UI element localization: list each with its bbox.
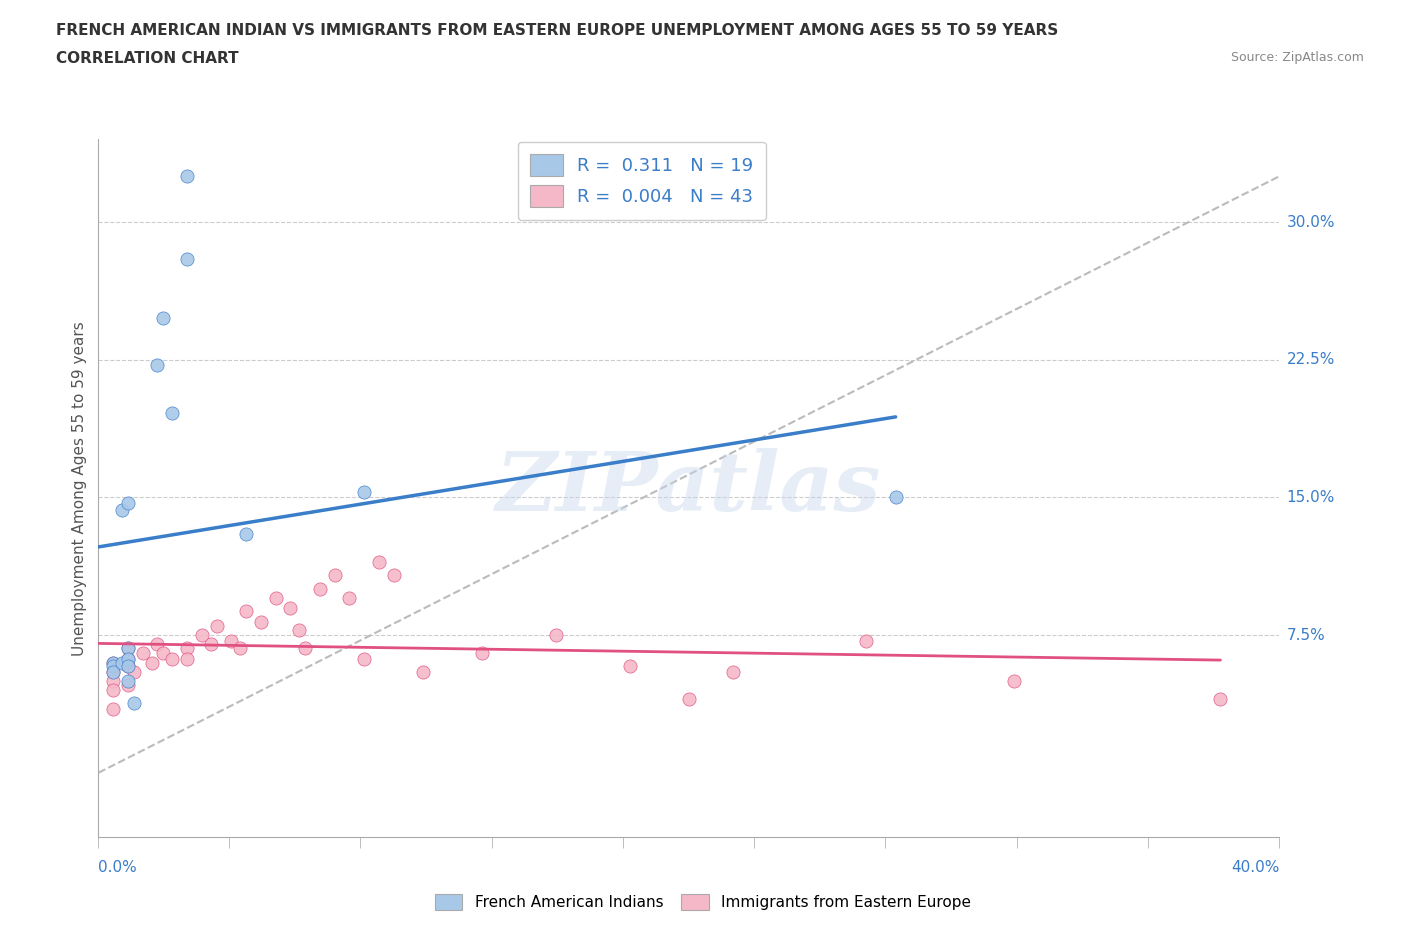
Point [103,655,125,670]
Point [152,646,174,661]
Point [103,664,125,679]
Point [235,526,257,541]
Text: Source: ZipAtlas.com: Source: ZipAtlas.com [1230,51,1364,64]
Text: 40.0%: 40.0% [1232,860,1279,875]
Point [162,652,183,667]
Point [117,658,139,673]
Point [117,641,139,656]
Text: 30.0%: 30.0% [1286,215,1334,230]
Point [205,618,228,633]
Text: |: | [360,837,363,847]
Point [294,641,316,656]
Point [544,628,567,643]
Point [103,683,125,698]
Point [103,673,125,688]
Point [122,696,145,711]
Point [353,485,375,499]
Text: |: | [754,837,756,847]
Text: FRENCH AMERICAN INDIAN VS IMMIGRANTS FROM EASTERN EUROPE UNEMPLOYMENT AMONG AGES: FRENCH AMERICAN INDIAN VS IMMIGRANTS FRO… [56,23,1059,38]
Point [103,701,125,716]
Point [176,168,198,183]
Text: |: | [1278,837,1281,847]
Text: ZIPatlas: ZIPatlas [496,448,882,528]
Point [264,591,287,605]
Text: |: | [228,837,231,847]
Point [117,641,139,656]
Point [176,641,198,656]
Point [132,646,155,661]
Point [103,658,125,673]
Point [250,615,273,630]
Point [235,604,257,618]
Point [619,658,641,673]
Point [152,310,174,325]
Point [1002,673,1025,688]
Point [278,600,302,615]
Text: CORRELATION CHART: CORRELATION CHART [56,51,239,66]
Text: |: | [884,837,887,847]
Text: |: | [621,837,624,847]
Text: |: | [1015,837,1018,847]
Point [176,251,198,266]
Legend: French American Indians, Immigrants from Eastern Europe: French American Indians, Immigrants from… [427,886,979,918]
Text: 22.5%: 22.5% [1286,352,1334,367]
Point [117,652,139,667]
Point [176,652,198,667]
Point [117,658,139,673]
Legend: R =  0.311   N = 19, R =  0.004   N = 43: R = 0.311 N = 19, R = 0.004 N = 43 [517,141,766,219]
Point [229,641,252,656]
Point [117,652,139,667]
Point [382,567,405,582]
Point [111,503,134,518]
Point [323,567,346,582]
Text: |: | [1147,837,1150,847]
Point [146,358,169,373]
Point [855,633,877,648]
Point [678,692,700,707]
Point [146,637,169,652]
Text: |: | [491,837,494,847]
Text: 15.0%: 15.0% [1286,490,1334,505]
Point [162,405,183,420]
Point [122,664,145,679]
Point [103,655,125,670]
Point [117,673,139,688]
Point [117,677,139,692]
Point [721,664,744,679]
Point [191,628,214,643]
Text: 0.0%: 0.0% [98,860,138,875]
Point [337,591,360,605]
Point [471,646,494,661]
Point [368,554,391,569]
Y-axis label: Unemployment Among Ages 55 to 59 years: Unemployment Among Ages 55 to 59 years [72,321,87,656]
Point [103,664,125,679]
Point [884,490,907,505]
Point [309,582,332,597]
Point [111,655,134,670]
Point [200,637,222,652]
Point [141,655,163,670]
Text: |: | [97,837,100,847]
Point [219,633,242,648]
Point [288,622,311,637]
Point [1209,692,1232,707]
Point [117,496,139,511]
Point [353,652,375,667]
Point [412,664,434,679]
Text: 7.5%: 7.5% [1286,628,1326,643]
